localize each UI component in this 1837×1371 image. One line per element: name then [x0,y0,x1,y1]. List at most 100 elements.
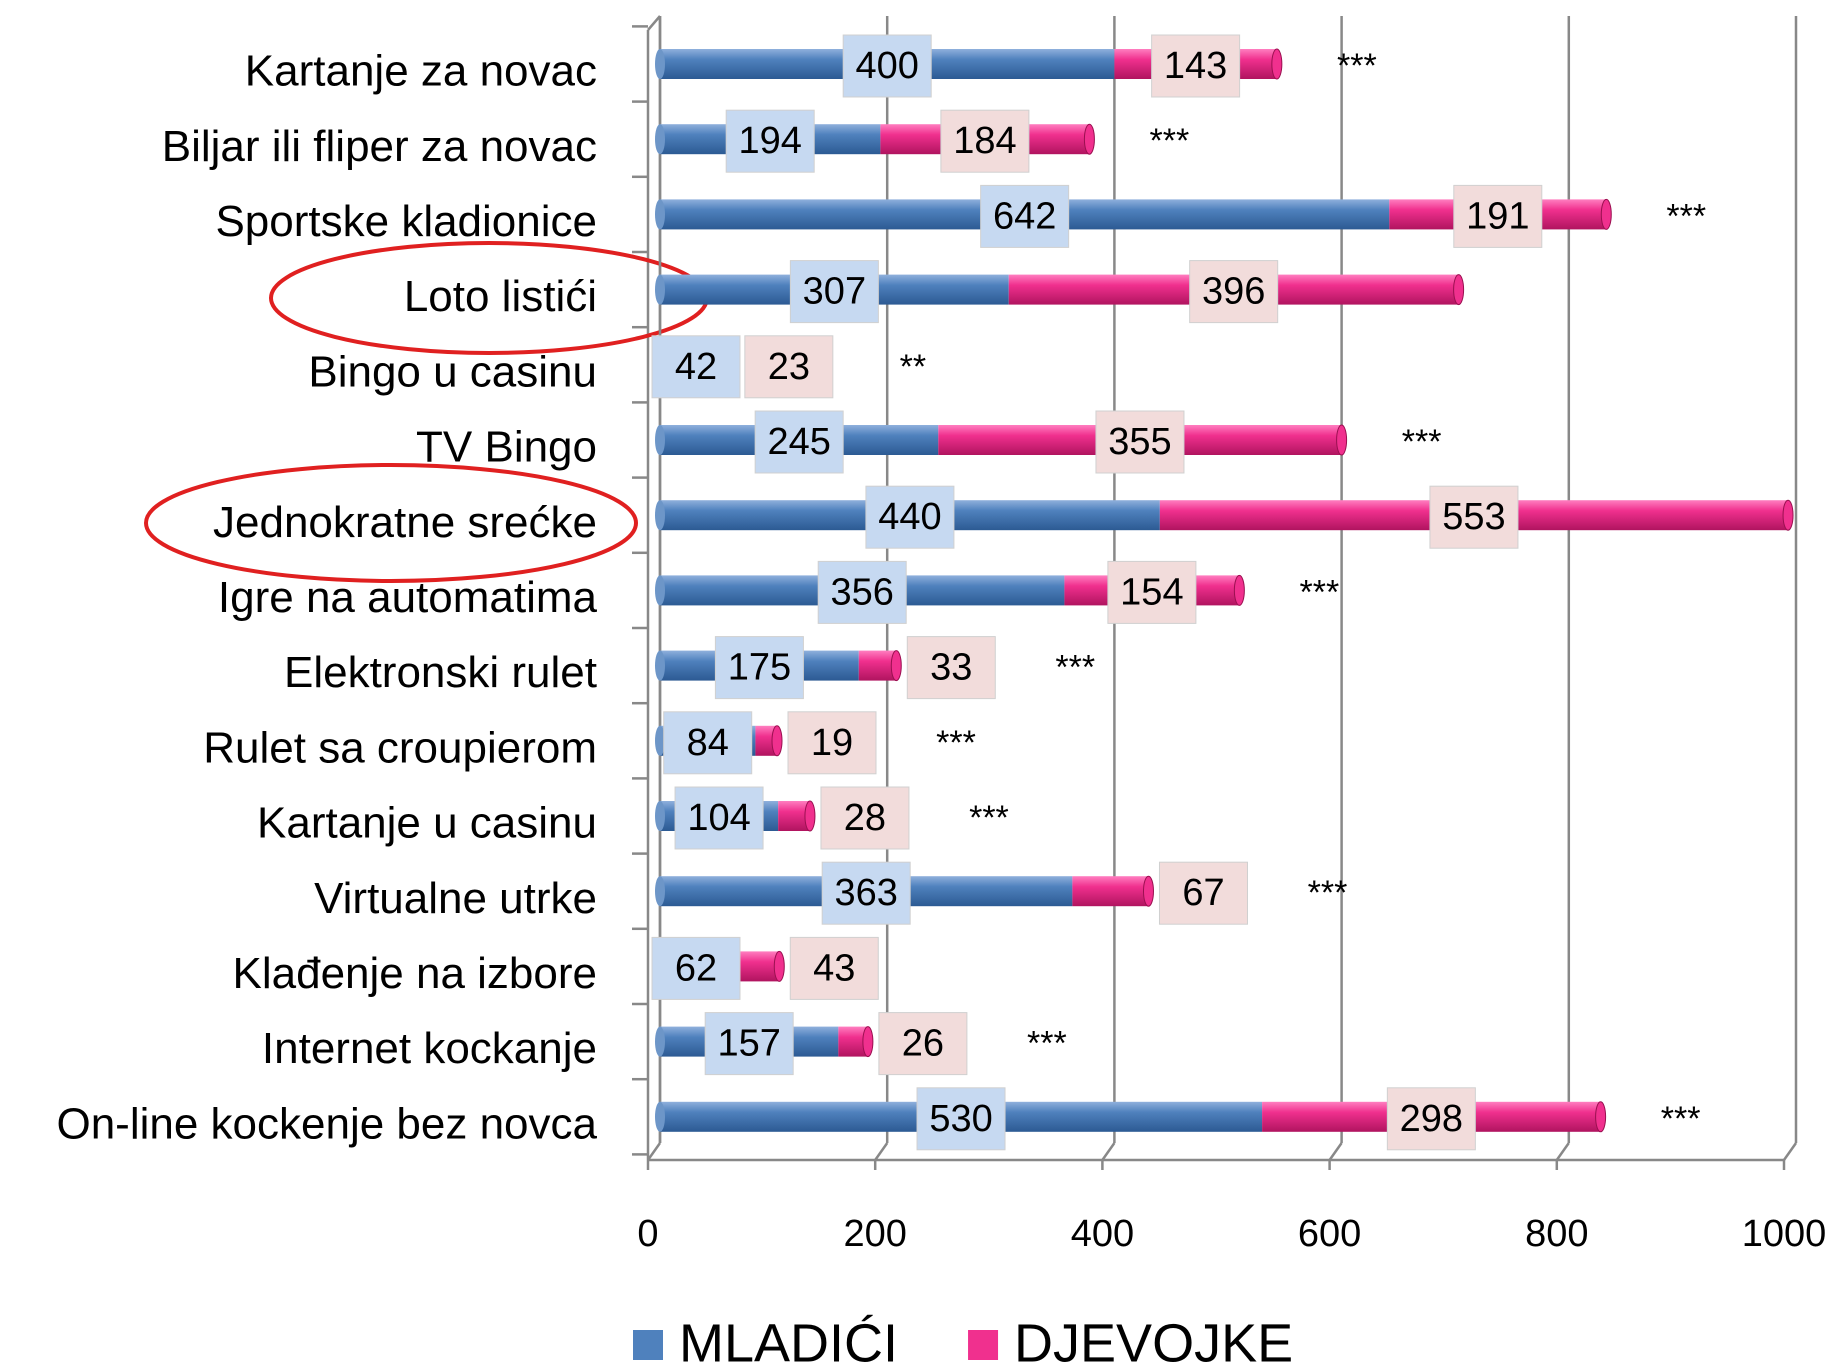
significance: *** [1027,1025,1067,1063]
value-label-box [1158,861,1248,925]
value-label-box [789,260,879,324]
x-tick-label: 400 [1071,1213,1134,1255]
value-label: 104 [687,797,750,839]
value-label: 184 [953,120,1016,162]
value-label: 553 [1442,496,1505,538]
category-label: Rulet sa croupierom [203,723,597,772]
value-label-box [916,1087,1006,1151]
grid-line [646,1142,662,1161]
category-label: Elektronski rulet [284,648,597,697]
x-tick-label: 200 [843,1213,906,1255]
legend-label: DJEVOJKE [1014,1313,1293,1371]
bar-cap [655,124,665,155]
bar-cap [655,575,665,606]
value-label-box [940,109,1030,173]
value-label-box [1189,260,1279,324]
bar-cap [1336,424,1348,456]
value-label: 67 [1182,872,1224,914]
value-label: 194 [738,120,801,162]
value-label-box [725,109,815,173]
value-label-box [906,636,996,700]
category-label: Igre na automatima [218,573,598,622]
bar-cap [655,801,665,831]
grid-line [1782,1142,1798,1161]
value-label: 298 [1400,1098,1463,1140]
significance: *** [969,799,1009,837]
value-label: 530 [929,1098,992,1140]
value-label: 62 [675,947,717,989]
value-label: 642 [993,195,1056,237]
bar-segment [755,725,778,756]
category-label: Biljar ili fliper za novac [162,122,597,171]
x-tick-label: 800 [1525,1213,1588,1255]
value-label: 33 [930,647,972,689]
value-label-box [842,34,932,98]
value-label-box [744,335,834,399]
category-label: Virtualne utrke [314,874,597,923]
value-label-box [714,636,804,700]
bar-segment [1072,876,1149,907]
bar-segment [858,650,897,681]
grid-line [1101,1142,1116,1161]
value-label: 19 [811,722,853,764]
significance: *** [1666,197,1706,235]
value-label: 356 [831,571,894,613]
bar-cap [655,1101,665,1132]
significance: *** [1300,573,1340,611]
value-label: 157 [717,1023,780,1065]
category-label: Loto listići [404,272,597,321]
value-label-box [878,1012,968,1076]
value-label: 23 [768,346,810,388]
value-label-box [663,711,753,775]
bar-cap [773,950,785,982]
value-label: 363 [834,872,897,914]
category-label: Kartanje u casinu [257,799,597,848]
bar-cap [1142,875,1154,907]
bar-cap [771,725,783,757]
value-label-box [820,786,910,850]
significance: *** [936,724,976,762]
value-label-box [821,861,911,925]
bar-cap [655,876,665,907]
bar-cap [655,274,665,305]
value-label-box [817,560,907,624]
value-label: 28 [844,797,886,839]
value-label: 355 [1108,421,1171,463]
value-label-box [865,485,955,549]
bar-cap [655,1026,665,1057]
bar-cap [1453,274,1465,306]
value-label: 245 [767,421,830,463]
significance: *** [1402,423,1442,461]
grid-line [874,1142,889,1161]
significance: *** [1150,122,1190,160]
bar-cap [1233,574,1245,606]
category-label: Jednokratne srećke [213,498,597,547]
highlight-ellipse [144,463,638,583]
bar-cap [862,1026,874,1058]
value-label-box [651,335,741,399]
significance: *** [1661,1100,1701,1138]
value-label: 400 [855,45,918,87]
value-label: 440 [878,496,941,538]
category-label: Internet kockanje [262,1024,597,1073]
value-label: 84 [687,722,729,764]
value-label: 43 [813,947,855,989]
category-label: Kartanje za novac [245,47,597,96]
value-label: 396 [1202,271,1265,313]
category-label: Klađenje na izbore [233,949,597,998]
bar-cap [1595,1101,1607,1133]
value-label-box [1386,1087,1476,1151]
value-label-box [1151,34,1241,98]
x-tick-label: 0 [637,1213,658,1255]
value-label-box [704,1012,794,1076]
x-tick-label: 1000 [1742,1213,1827,1255]
significance: ** [900,348,926,386]
legend-swatch [633,1330,663,1360]
bar-cap [1600,198,1612,230]
value-label-box [1107,560,1197,624]
x-tick-label: 600 [1298,1213,1361,1255]
value-label-box [754,410,844,474]
value-label: 154 [1120,571,1183,613]
value-label: 191 [1466,195,1529,237]
